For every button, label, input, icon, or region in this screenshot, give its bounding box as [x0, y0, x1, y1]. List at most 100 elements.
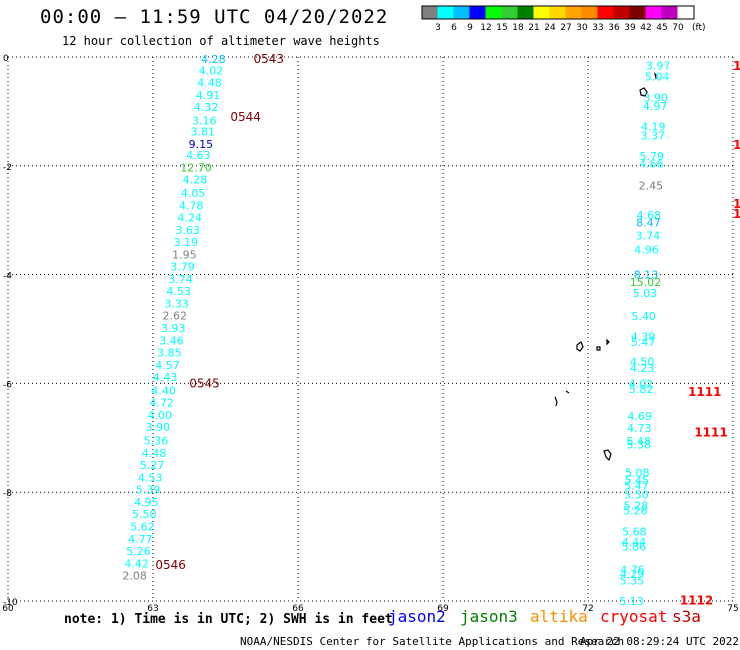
- wave-height-value: 4.63: [186, 149, 211, 162]
- legend-tick: 30: [576, 23, 588, 33]
- legend-tick: 27: [560, 23, 571, 33]
- clipped-mark: 1: [733, 207, 740, 221]
- wave-height-value: 5.45: [625, 474, 650, 487]
- wave-height-value: 4.50: [630, 356, 655, 369]
- wave-height-value: 2.62: [163, 310, 188, 323]
- wave-height-value: 5.82: [629, 383, 654, 396]
- legend-swatch: [581, 5, 599, 20]
- footer-note: note: 1) Time is in UTC; 2) SWH is in fe…: [64, 612, 393, 627]
- page-subtitle: 12 hour collection of altimeter wave hei…: [62, 34, 380, 48]
- wave-height-value: 4.76: [620, 563, 645, 576]
- wave-height-value: 3.97: [646, 60, 671, 73]
- legend-swatch: [437, 5, 455, 20]
- legend-swatch: [645, 5, 663, 20]
- legend-swatch: [661, 5, 679, 20]
- wave-height-value: 4.40: [151, 384, 176, 397]
- wave-height-value: 8.47: [636, 216, 661, 229]
- wave-height-value: 9.15: [189, 138, 214, 151]
- legend-tick: 36: [608, 23, 620, 33]
- wave-height-value: 3.46: [159, 334, 184, 347]
- wave-height-value: 5.86: [622, 541, 647, 554]
- clipped-mark: 1: [733, 197, 740, 211]
- wave-height-value: 5.62: [130, 520, 155, 533]
- legend-tick: 21: [528, 23, 539, 33]
- wave-height-value: 4.43: [153, 371, 178, 384]
- wave-height-value: 5.47: [624, 480, 649, 493]
- lat-label: -4: [3, 272, 12, 282]
- wave-height-value: 4.29: [620, 568, 645, 581]
- wave-height-value: 4.97: [643, 100, 668, 113]
- lat-label: -10: [3, 598, 18, 608]
- pass-time-label: 0545: [189, 376, 220, 390]
- footer-timestamp: Apr 22 08:29:24 UTC 2022: [580, 635, 739, 648]
- wave-height-value: 5.39: [136, 484, 161, 497]
- wave-height-value: 3.63: [176, 224, 201, 237]
- legend-tick: 33: [592, 23, 603, 33]
- legend-tick: 6: [451, 23, 457, 33]
- wave-height-value: 4.42: [124, 557, 149, 570]
- satellite-altika: altika: [530, 607, 588, 626]
- legend-swatch: [677, 5, 695, 20]
- wave-height-value: 5.03: [633, 287, 658, 300]
- wave-height-value: 5.40: [631, 310, 656, 323]
- wave-height-value: 4.28: [183, 174, 208, 187]
- wave-height-value: 4.95: [134, 496, 159, 509]
- wave-height-value: 3.37: [641, 129, 666, 142]
- wave-height-value: 4.96: [634, 244, 659, 257]
- wave-height-value: 5.27: [140, 459, 165, 472]
- wave-height-value: 4.44: [622, 536, 647, 549]
- legend-swatch: [421, 5, 439, 20]
- legend-tick: 12: [480, 23, 491, 33]
- wave-height-value: 4.24: [177, 212, 202, 225]
- pass-time-label: 0546: [155, 558, 186, 572]
- legend-swatch: [469, 5, 487, 20]
- page-title: 00:00 – 11:59 UTC 04/20/2022: [40, 6, 389, 28]
- pass-time-label: 0544: [230, 110, 261, 124]
- map-grid: 60 63 66 69 72 75 0 -2 -4 -6 -8 -10: [2, 54, 738, 614]
- wave-height-value: 4.02: [629, 377, 654, 390]
- wave-height-value: 4.48: [142, 447, 167, 460]
- wave-height-value: 4.77: [128, 533, 153, 546]
- wave-height-value: 8.13: [634, 269, 659, 282]
- wave-height-value: 5.36: [144, 435, 169, 448]
- wave-height-value: 3.79: [170, 261, 195, 274]
- wave-height-value: 3.85: [157, 347, 182, 360]
- wave-height-value: 3.93: [161, 322, 186, 335]
- legend-swatch: [533, 5, 551, 20]
- wave-height-value: 4.53: [166, 285, 191, 298]
- pass-time-label: 1111: [688, 385, 721, 399]
- legend-swatch: [453, 5, 471, 20]
- wave-height-value: 2.45: [639, 179, 664, 192]
- legend-swatch: [485, 5, 503, 20]
- legend-tick: 24: [544, 23, 556, 33]
- legend-unit: (ft): [692, 23, 706, 33]
- wave-height-value: 4.02: [199, 64, 224, 77]
- legend-swatch: [501, 5, 519, 20]
- wave-height-value: 4.32: [194, 101, 219, 114]
- wave-height-value: 3.74: [168, 273, 193, 286]
- wave-height-value: 5.38: [627, 438, 652, 451]
- satellite-cryosat: cryosat: [600, 607, 668, 626]
- wave-height-value: 4.00: [148, 409, 173, 422]
- legend-tick: 18: [512, 23, 524, 33]
- altimeter-tracks: 4.284.024.484.914.323.163.819.154.6312.7…: [122, 53, 670, 608]
- lon-label: 72: [582, 604, 593, 614]
- legend-swatch: [613, 5, 631, 20]
- legend-swatch: [549, 5, 567, 20]
- wave-height-value: 4.48: [197, 77, 222, 90]
- wave-height-value: 3.16: [192, 115, 217, 128]
- wave-height-value: 5.35: [620, 574, 645, 587]
- lat-label: -8: [3, 489, 12, 499]
- wave-height-value: 3.74: [636, 229, 661, 242]
- wave-height-value: 4.05: [181, 187, 206, 200]
- wave-height-value: 5.79: [640, 150, 665, 163]
- wave-height-value: 5.68: [622, 525, 647, 538]
- legend-swatch: [517, 5, 535, 20]
- pass-time-label: 1111: [694, 425, 727, 439]
- lon-label: 63: [147, 604, 158, 614]
- wave-height-value: 3.81: [191, 126, 216, 139]
- wave-height-value: 5.08: [625, 467, 650, 480]
- legend-tick: 42: [640, 23, 651, 33]
- wave-height-value: 4.68: [637, 209, 662, 222]
- wave-height-value: 4.39: [631, 331, 656, 344]
